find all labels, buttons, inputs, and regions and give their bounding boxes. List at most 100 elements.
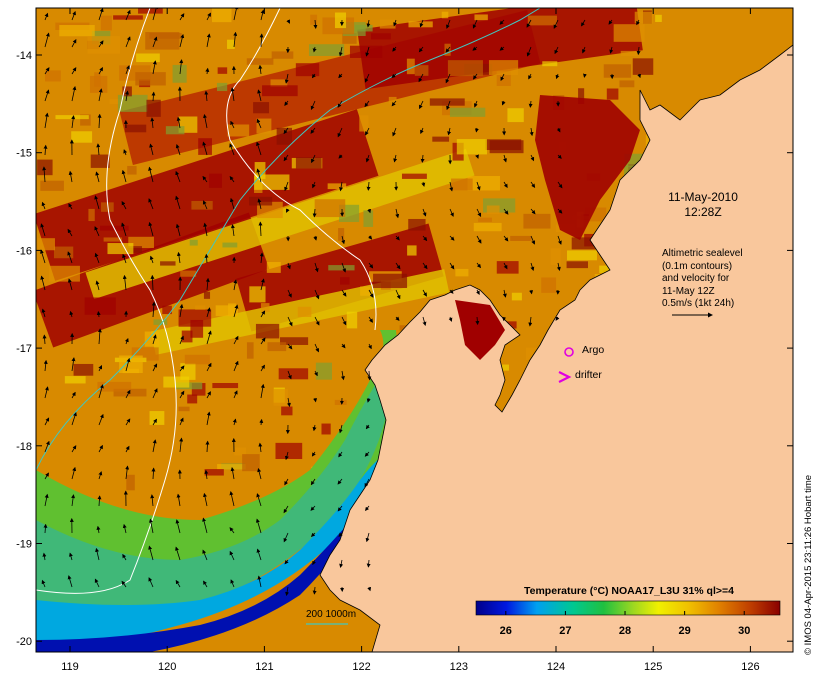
sst-patch [162, 305, 172, 315]
velocity-arrow [175, 170, 181, 183]
velocity-arrow [71, 445, 77, 453]
velocity-arrow [285, 586, 290, 596]
sst-patch [578, 88, 585, 105]
velocity-arrow [284, 100, 289, 106]
velocity-arrow [71, 39, 77, 48]
velocity-arrow [44, 440, 50, 453]
sst-patch [327, 183, 347, 190]
velocity-arrow [284, 451, 289, 461]
velocity-arrow [287, 289, 292, 298]
velocity-arrow [260, 337, 266, 345]
velocity-arrow [206, 330, 212, 345]
velocity-arrow [341, 262, 347, 273]
sst-patch [334, 399, 347, 405]
velocity-arrow [474, 127, 479, 133]
sst-patch [249, 196, 273, 206]
sst-patch [88, 208, 95, 222]
velocity-arrow [366, 181, 371, 191]
sst-patch [253, 102, 270, 114]
velocity-arrow [446, 19, 451, 29]
depth-contour-200m [36, 8, 541, 471]
velocity-arrow [529, 127, 534, 137]
sst-patch [212, 383, 239, 389]
colorbar-tick-label: 26 [500, 625, 512, 637]
velocity-arrow [503, 262, 508, 270]
velocity-arrow [473, 73, 478, 80]
velocity-arrow [71, 67, 77, 75]
sst-patch [40, 180, 64, 191]
velocity-arrow [152, 363, 158, 372]
velocity-arrow [338, 73, 343, 79]
velocity-arrow [283, 505, 289, 514]
sst-patch [603, 64, 632, 78]
velocity-arrow [259, 33, 264, 48]
sst-patch [71, 131, 93, 143]
velocity-arrow [206, 12, 211, 21]
sst-patch [127, 165, 137, 175]
velocity-arrow [124, 337, 129, 345]
velocity-arrow [418, 46, 424, 53]
velocity-arrow [152, 439, 157, 453]
colorbar-tick-label: 30 [738, 625, 750, 637]
velocity-arrow [42, 552, 47, 561]
velocity-arrow [503, 208, 509, 215]
velocity-arrow [149, 255, 154, 264]
velocity-arrow [395, 235, 400, 241]
sst-patch [486, 205, 500, 215]
velocity-arrow [68, 203, 73, 210]
sst-patch [227, 124, 250, 137]
colorbar-title: Temperature (°C) NOAA17_L3U 31% ql>=4 [524, 585, 734, 597]
sst-patch [135, 72, 166, 86]
velocity-arrow [203, 113, 208, 129]
velocity-arrow [152, 388, 158, 399]
velocity-arrow [122, 553, 127, 561]
sst-patch [149, 32, 182, 39]
velocity-arrow [476, 208, 482, 217]
velocity-arrow [313, 235, 318, 241]
velocity-arrow [472, 46, 478, 51]
velocity-arrow [582, 46, 586, 54]
altimetry-line-5: 0.5m/s (1kt 24h) [662, 298, 735, 309]
velocity-arrow [41, 308, 46, 318]
velocity-arrow [366, 19, 371, 28]
sst-patch [211, 8, 232, 23]
velocity-arrow [367, 370, 372, 381]
velocity-arrow [67, 228, 73, 237]
sst-patch [523, 213, 551, 229]
velocity-arrow [395, 262, 401, 270]
velocity-arrow [476, 181, 481, 191]
velocity-arrow [205, 440, 210, 453]
sst-patch [101, 202, 114, 212]
velocity-arrow [636, 46, 641, 56]
velocity-arrow [556, 127, 561, 133]
sst-patch [270, 79, 288, 87]
velocity-arrow [311, 154, 316, 164]
y-tick-label: -17 [16, 343, 32, 355]
sst-patch [266, 262, 281, 273]
velocity-arrow [340, 370, 345, 381]
sst-patch [246, 58, 274, 65]
velocity-arrow [258, 442, 263, 453]
velocity-arrow [310, 100, 316, 111]
velocity-arrow [368, 262, 374, 269]
velocity-arrow [67, 575, 73, 588]
sst-patch [122, 368, 140, 374]
velocity-arrow [284, 73, 289, 84]
altimetry-line-1: Altimetric sealevel [662, 248, 743, 259]
velocity-arrow [499, 19, 505, 25]
sst-patch [315, 362, 333, 380]
sst-patch [620, 50, 638, 57]
velocity-arrow [256, 141, 262, 156]
y-tick-label: -15 [16, 148, 32, 160]
velocity-arrow [391, 73, 397, 79]
velocity-arrow [44, 67, 50, 75]
velocity-arrow [179, 33, 185, 48]
sst-patch [254, 174, 290, 190]
sst-patch [346, 311, 358, 329]
sst-patch [340, 277, 350, 285]
sst-patch [507, 108, 524, 123]
y-tick-label: -16 [16, 245, 32, 257]
sst-patch [567, 250, 597, 261]
velocity-arrow [256, 548, 262, 561]
